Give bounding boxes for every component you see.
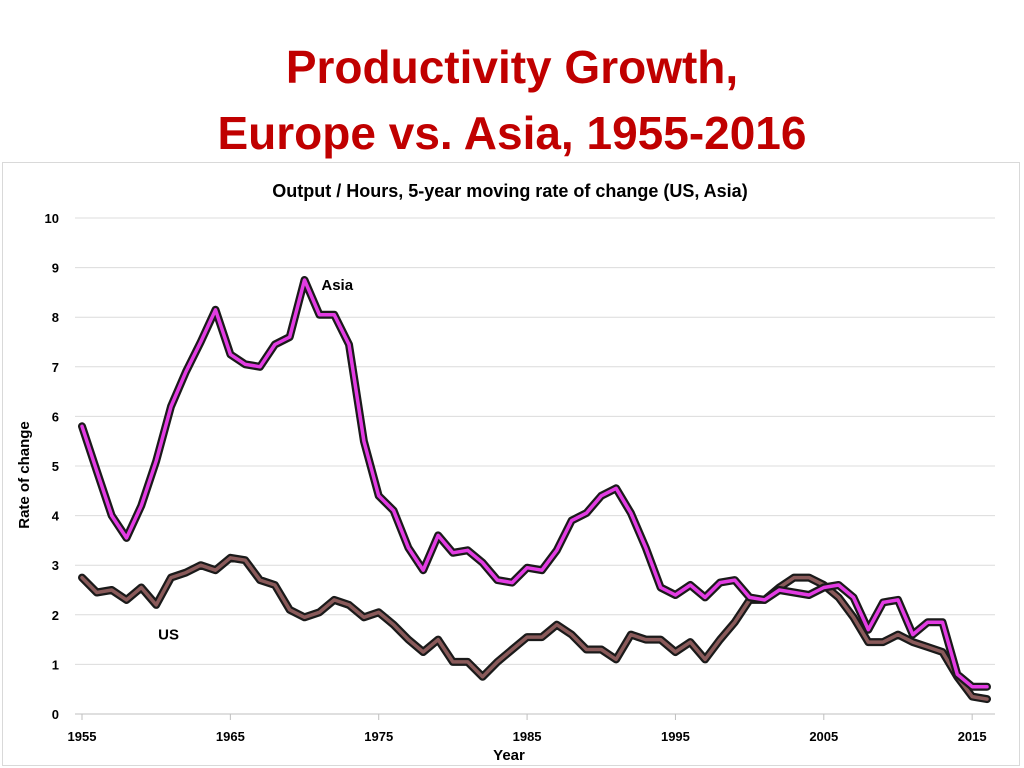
y-tick-label: 0 (52, 707, 59, 722)
chart-frame (2, 162, 1020, 766)
y-tick-label: 10 (45, 211, 59, 226)
slide-title-line-1: Productivity Growth, (285, 41, 739, 93)
y-tick-label: 5 (52, 459, 59, 474)
y-tick-label: 6 (52, 409, 59, 424)
series-outline-asia (78, 276, 991, 691)
series-layer (78, 276, 991, 704)
series-asia (78, 276, 991, 691)
slide-title-line-2: Europe vs. Asia, 1955-2016 (217, 107, 807, 159)
x-tick-label: 2015 (958, 729, 987, 744)
x-tick-label: 1985 (513, 729, 542, 744)
series-outline-us (78, 553, 991, 704)
x-tick-label: 2005 (809, 729, 838, 744)
axis-ticks: 0 1 2 3 4 5 6 7 8 9 10 1955 1965 1975 1985 1995 2005 2015 (45, 211, 987, 744)
chart-title: Output / Hours, 5-year moving rate of ch… (272, 181, 747, 201)
series-line-us (80, 556, 989, 701)
series-us (78, 553, 991, 704)
slide-title: Productivity Growth, Europe vs. Asia, 19… (0, 34, 1024, 166)
x-tick-label: 1965 (216, 729, 245, 744)
x-tick-label: 1975 (364, 729, 393, 744)
y-tick-label: 1 (52, 657, 59, 672)
series-annotation: Asia (321, 277, 353, 294)
y-tick-label: 9 (52, 261, 59, 276)
y-tick-label: 3 (52, 558, 59, 573)
y-tick-label: 4 (52, 509, 60, 524)
x-axis-label: Year (493, 747, 525, 764)
y-axis-label: Rate of change (16, 421, 33, 529)
annotations: Asia US (158, 277, 354, 644)
x-tick-label: 1995 (661, 729, 690, 744)
series-line-asia (80, 278, 989, 689)
y-tick-label: 8 (52, 310, 59, 325)
x-tick-label: 1955 (68, 729, 97, 744)
y-tick-label: 7 (52, 360, 59, 375)
series-annotation: US (158, 627, 179, 644)
y-tick-label: 2 (52, 608, 59, 623)
